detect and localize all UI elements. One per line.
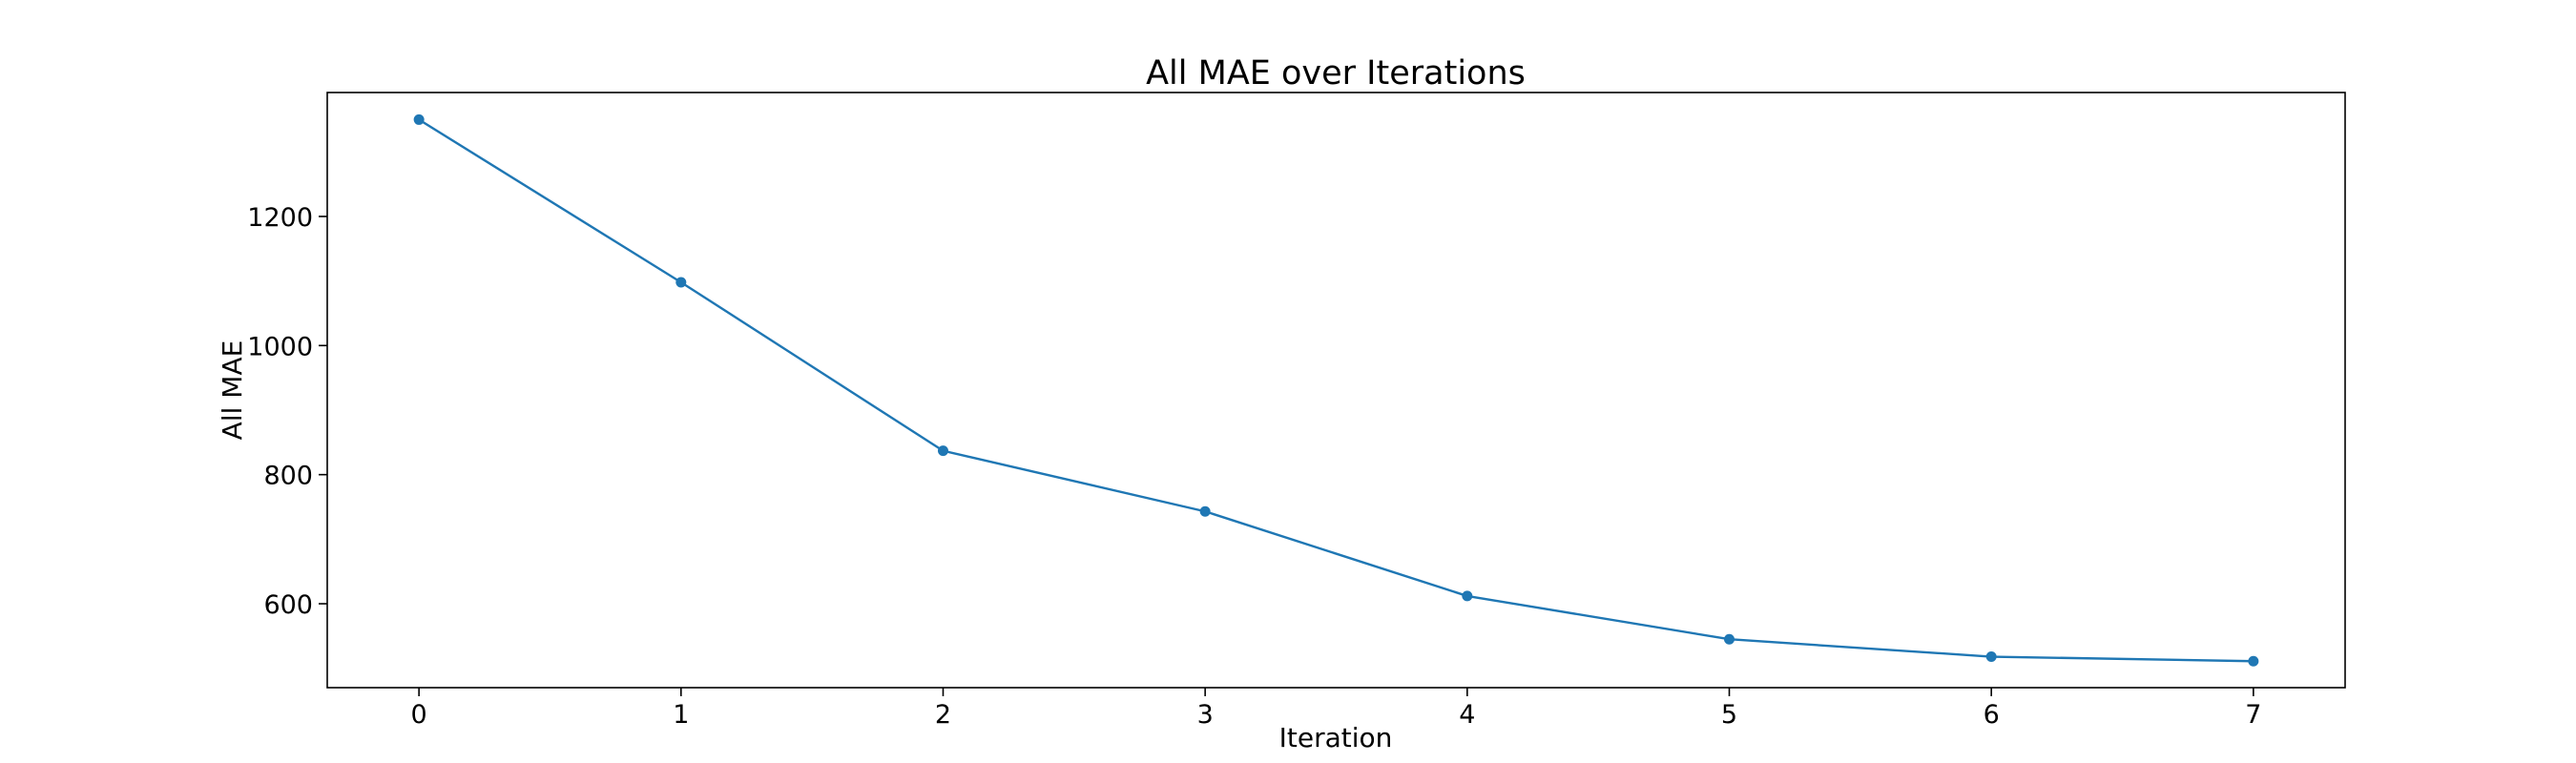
data-point [413, 113, 425, 125]
x-tick-label: 1 [673, 700, 689, 730]
y-tick-label: 1200 [247, 203, 313, 233]
y-tick-label: 800 [263, 462, 313, 491]
y-tick-label: 1000 [247, 332, 313, 361]
data-point [937, 445, 948, 457]
x-tick-label: 2 [935, 700, 951, 730]
plot-frame [326, 92, 2346, 689]
x-tick-label: 0 [411, 700, 427, 730]
data-point [1199, 505, 1211, 517]
y-tick-label: 600 [263, 590, 313, 620]
data-points [413, 113, 2259, 667]
x-axis-label: Iteration [1279, 722, 1393, 753]
data-point [1462, 590, 1473, 602]
data-point [1724, 633, 1735, 645]
x-tick-label: 7 [2245, 700, 2261, 730]
data-point [675, 277, 687, 288]
x-axis: 0 1 2 3 4 5 6 7 [411, 688, 2261, 730]
chart-title: All MAE over Iterations [1146, 54, 1526, 93]
x-tick-label: 6 [1984, 700, 2000, 730]
x-tick-label: 5 [1721, 700, 1737, 730]
series-line [418, 118, 2254, 663]
y-axis: 600 800 1000 1200 [247, 203, 327, 620]
data-point [2248, 655, 2259, 667]
x-tick-label: 4 [1459, 700, 1475, 730]
data-point [1985, 651, 1997, 663]
y-axis-label: All MAE [217, 340, 248, 441]
x-tick-label: 3 [1197, 700, 1214, 730]
